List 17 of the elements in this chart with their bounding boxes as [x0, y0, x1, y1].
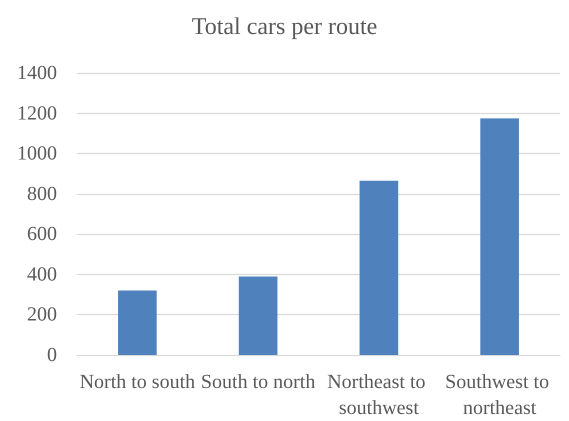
- y-tick-label: 1200: [17, 102, 57, 124]
- y-tick-label: 1400: [17, 62, 57, 84]
- chart-title: Total cars per route: [192, 14, 378, 40]
- y-tick-label: 400: [27, 263, 57, 286]
- x-tick-label: North to south: [80, 371, 196, 393]
- y-tick-label: 0: [47, 344, 57, 366]
- bar: [238, 276, 278, 355]
- y-tick-label: 600: [27, 223, 57, 246]
- y-tick-label: 1000: [17, 142, 57, 165]
- bar: [118, 290, 157, 355]
- bar: [360, 180, 398, 355]
- x-tick-label: Southwest to northeast: [445, 371, 554, 419]
- y-tick-label: 200: [27, 304, 57, 326]
- bar: [480, 118, 519, 355]
- y-tick-label: 800: [27, 182, 57, 205]
- x-tick-label: South to north: [200, 371, 316, 393]
- x-tick-label: Northeast to southwest: [327, 371, 431, 419]
